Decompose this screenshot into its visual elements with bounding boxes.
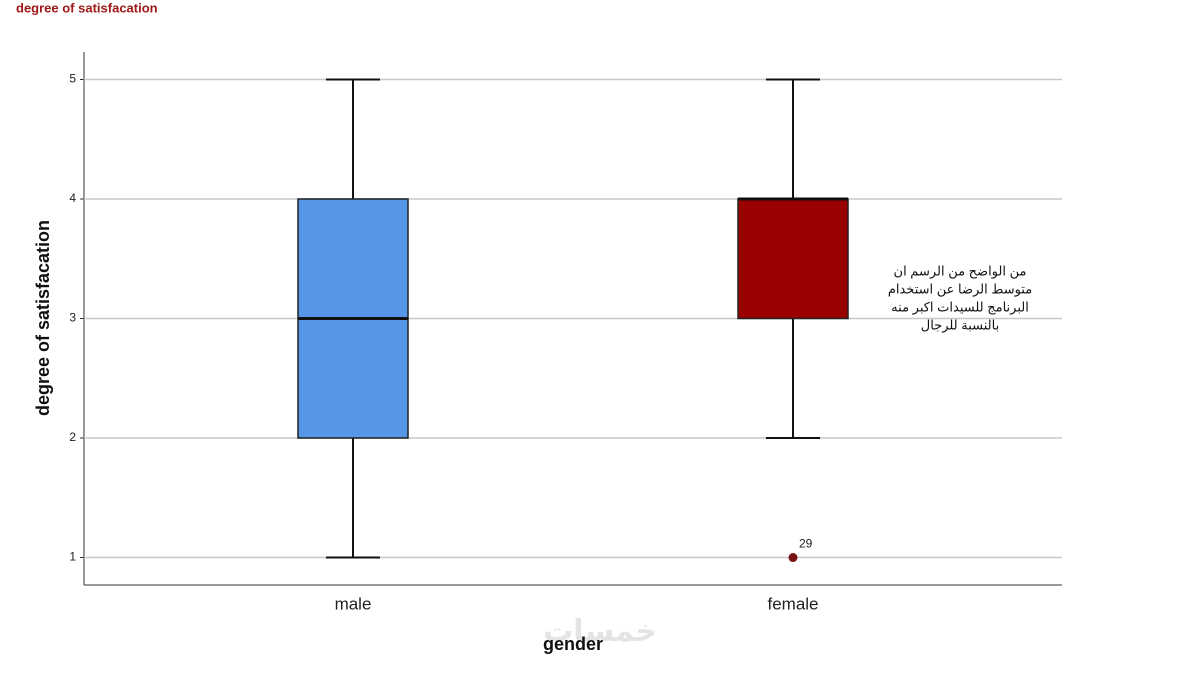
- chart-title: degree of satisfacation: [16, 0, 158, 15]
- box: [737, 198, 849, 320]
- y-tick-label: 1: [69, 550, 76, 564]
- x-tick-label: male: [335, 594, 372, 613]
- x-tick-label: female: [767, 594, 818, 613]
- y-tick-label: 3: [69, 311, 76, 325]
- annotation-line: البرنامج للسيدات اكبر منه: [891, 299, 1029, 315]
- y-axis-label: degree of satisfacation: [33, 220, 53, 416]
- annotation-line: من الواضح من الرسم ان: [894, 263, 1027, 279]
- x-axis-label: gender: [543, 634, 603, 654]
- annotation-line: بالنسبة للرجال: [921, 317, 999, 333]
- annotation-line: متوسط الرضا عن استخدام: [888, 281, 1032, 297]
- y-tick-label: 2: [69, 430, 76, 444]
- y-tick-label: 4: [69, 191, 76, 205]
- watermark: خمسات: [543, 615, 657, 648]
- outlier-label: 29: [799, 537, 813, 551]
- y-tick-label: 5: [69, 72, 76, 86]
- outlier: [788, 553, 798, 563]
